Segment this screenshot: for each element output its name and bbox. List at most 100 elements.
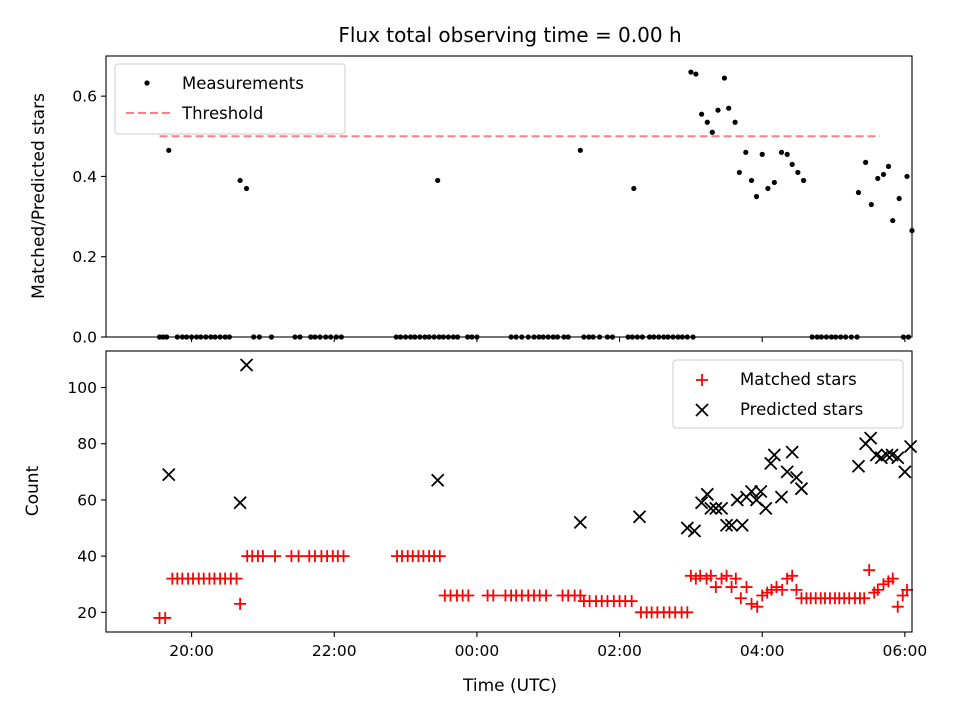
y-tick-label: 60 <box>77 491 97 509</box>
matched-stars-point <box>269 550 282 563</box>
matched-stars-point <box>234 597 247 610</box>
matched-stars-point <box>863 564 876 577</box>
matched-stars-point <box>625 595 638 608</box>
measurements-point <box>688 69 694 75</box>
legend-predicted-marker <box>695 403 709 417</box>
matched-stars-point <box>891 600 904 613</box>
x-tick-label: 06:00 <box>883 642 928 660</box>
top-axis-ticks: 0.0 0.2 0.4 0.6 <box>72 88 906 347</box>
predicted-stars-point <box>891 451 905 465</box>
legend-threshold-label: Threshold <box>181 104 263 123</box>
predicted-stars-point <box>700 487 714 501</box>
predicted-stars-point <box>709 501 723 515</box>
measurements-point <box>904 173 910 180</box>
x-tick-label: 04:00 <box>740 642 785 660</box>
matched-stars-point <box>776 583 789 596</box>
matched-stars-point <box>770 581 783 594</box>
measurements-point <box>736 169 742 176</box>
predicted-stars-point <box>239 358 254 372</box>
measurements-point <box>743 149 749 155</box>
predicted-stars-point <box>774 490 789 504</box>
y-tick-label: 0.0 <box>72 329 97 347</box>
measurements-point <box>759 151 765 157</box>
predicted-stars-point <box>764 456 778 471</box>
bottom-plot-area <box>153 358 918 624</box>
bottom-axes-frame <box>105 350 913 633</box>
measurements-point <box>732 119 738 125</box>
predicted-stars-point <box>632 510 647 524</box>
matched-stars-point <box>871 583 884 596</box>
matched-stars-point <box>756 589 769 602</box>
predicted-stars-point <box>687 524 702 538</box>
predicted-stars-point <box>162 468 176 482</box>
matched-stars-point <box>877 578 890 591</box>
predicted-stars-point <box>573 515 587 530</box>
measurements-point <box>698 111 705 117</box>
y-tick-label: 80 <box>77 435 97 453</box>
measurements-point <box>800 177 807 184</box>
matched-stars-point <box>740 581 753 594</box>
matched-stars-point <box>159 611 172 624</box>
legend-matched-label: Matched stars <box>740 370 857 389</box>
predicted-stars-point <box>694 496 709 510</box>
measurements-point <box>885 163 892 169</box>
predicted-stars-point <box>880 448 894 462</box>
y-tick-label: 20 <box>77 604 97 622</box>
top-legend-box <box>114 63 346 135</box>
measurements-point <box>890 217 896 224</box>
predicted-stars-point <box>863 431 878 445</box>
matched-stars-point <box>540 589 553 602</box>
matched-stars-point <box>292 550 305 563</box>
matched-stars-point <box>462 589 475 602</box>
matched-stars-point <box>751 600 764 613</box>
measurements-point <box>855 189 862 196</box>
matched-stars-point <box>681 606 694 619</box>
y-tick-label: 40 <box>77 548 97 566</box>
measurements-point <box>771 179 777 186</box>
matched-stars-point <box>720 569 733 582</box>
predicted-stars-point <box>898 465 912 479</box>
x-tick-label: 02:00 <box>597 642 642 660</box>
matched-stars-point <box>765 583 778 596</box>
y-tick-label: 0.4 <box>72 168 97 186</box>
measurements-point <box>896 195 902 202</box>
measurements-point <box>726 105 732 111</box>
matched-stars-point <box>786 569 799 582</box>
measurements-point <box>753 193 760 200</box>
predicted-stars-point <box>680 521 694 535</box>
measurements-point <box>765 185 771 192</box>
x-tick-label: 00:00 <box>455 642 500 660</box>
predicted-stars-point <box>744 484 759 499</box>
measurements-point <box>748 177 755 184</box>
predicted-stars-point <box>704 501 718 515</box>
bottom-axis-ticks: 20:00 22:00 00:00 02:00 04:00 06:00 20 40 60 80 10… <box>67 379 927 660</box>
measurements-point <box>704 119 710 125</box>
matched-stars-point <box>745 597 758 610</box>
predicted-stars-point <box>754 484 768 499</box>
predicted-stars-point <box>730 493 744 507</box>
matched-stars-point <box>790 583 803 596</box>
predicted-stars-point <box>789 470 804 485</box>
predicted-stars-point <box>794 482 809 496</box>
predicted-stars-point <box>780 465 794 479</box>
matched-stars-point <box>694 569 707 582</box>
measurements-point <box>693 71 699 77</box>
predicted-stars-point <box>785 445 799 459</box>
y-tick-label: 0.6 <box>72 88 97 106</box>
measurements-point <box>795 169 801 176</box>
legend-measurements-label: Measurements <box>182 74 304 93</box>
y-tick-label: 100 <box>67 379 97 397</box>
bottom-legend: Matched stars Predicted stars <box>672 359 904 429</box>
matched-stars-point <box>256 550 269 563</box>
bottom-y-axis-label: Count <box>23 465 43 516</box>
matched-stars-point <box>715 572 728 585</box>
measurements-point <box>868 201 874 208</box>
top-legend: Measurements Threshold <box>114 63 346 135</box>
measurements-point <box>721 75 728 81</box>
measurements-point <box>631 185 637 192</box>
predicted-stars-point <box>767 448 781 462</box>
legend-predicted-label: Predicted stars <box>740 400 863 419</box>
predicted-stars-point <box>233 496 247 510</box>
chart-title: Flux total observing time = 0.00 h <box>338 23 681 47</box>
